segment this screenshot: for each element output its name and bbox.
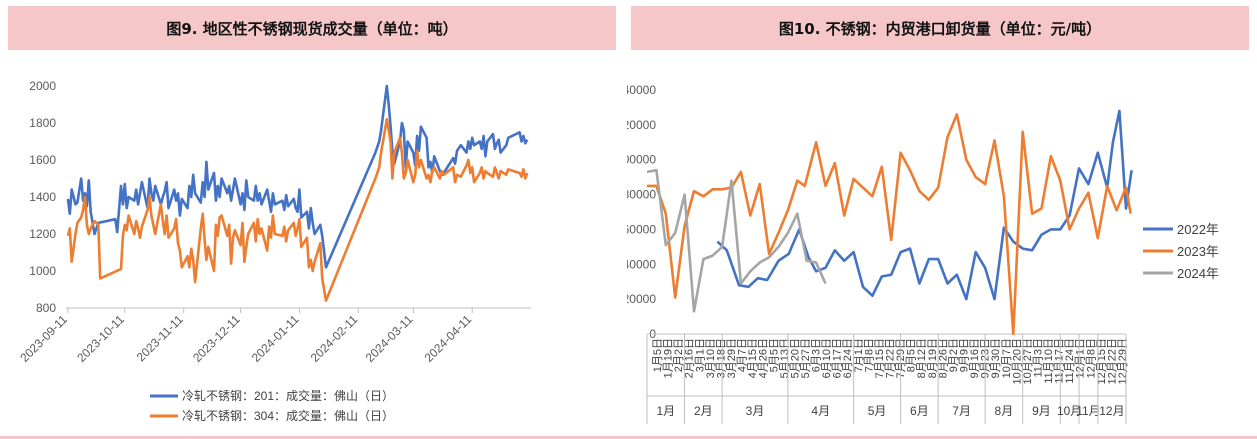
y-tick-label: 100000 bbox=[627, 153, 656, 167]
y-tick-label: 1400 bbox=[29, 190, 56, 204]
x-tick-label: 2023-11-11 bbox=[134, 312, 186, 364]
x-tick-label: 10月7日 bbox=[1001, 338, 1013, 378]
y-tick-label: 140000 bbox=[627, 83, 656, 97]
x-tick-label: 11月24日 bbox=[1064, 338, 1076, 384]
y-tick-label: 1200 bbox=[29, 227, 56, 241]
x-tick-label: 9月9日 bbox=[958, 338, 970, 372]
series-line-201 bbox=[66, 84, 529, 269]
x-tick-label: 7月1日 bbox=[853, 338, 865, 372]
legend-label: 2022年 bbox=[1177, 222, 1219, 237]
y-tick-label: 120000 bbox=[627, 118, 656, 132]
x-tick-label: 5月20日 bbox=[789, 338, 801, 378]
x-tick-label: 5月27日 bbox=[800, 338, 812, 378]
x-tick-label: 2023-10-11 bbox=[74, 312, 127, 365]
x-tick-label: 3月10日 bbox=[705, 338, 717, 378]
x-tick-label: 11月17日 bbox=[1054, 338, 1066, 384]
x-tick-label: 6月10日 bbox=[821, 338, 833, 378]
x-tick-label: 12月29日 bbox=[1117, 338, 1129, 384]
month-label: 2月 bbox=[694, 404, 713, 418]
left-chart-panel: 图9. 地区性不锈钢现货成交量（单位：吨） 800 1000 1200 1400 160… bbox=[0, 0, 620, 439]
y-tick-label: 1800 bbox=[29, 116, 56, 130]
x-tick-label: 10月20日 bbox=[1011, 338, 1023, 384]
right-chart-svg: 0200004000060000800001000001200001400001… bbox=[627, 83, 1219, 424]
y-tick-label: 1000 bbox=[29, 264, 56, 278]
month-label: 11月 bbox=[1076, 404, 1100, 418]
x-tick-label: 4月15日 bbox=[747, 338, 759, 378]
x-tick-label: 12月22日 bbox=[1106, 338, 1118, 384]
x-tick-label: 12月15日 bbox=[1096, 338, 1108, 384]
month-label: 6月 bbox=[910, 404, 929, 418]
x-tick-label: 1月19日 bbox=[663, 338, 675, 378]
legend-label: 冷轧不锈钢：201：成交量：佛山（日） bbox=[182, 388, 394, 403]
x-tick-label: 1月5日 bbox=[652, 338, 664, 372]
month-label: 5月 bbox=[868, 404, 887, 418]
x-tick-label: 11月10日 bbox=[1043, 338, 1055, 384]
legend-label: 冷轧不锈钢：304：成交量：佛山（日） bbox=[182, 408, 394, 423]
bottom-divider bbox=[0, 436, 1257, 439]
x-tick-label: 12月1日 bbox=[1075, 338, 1087, 378]
month-label: 9月 bbox=[1032, 404, 1051, 418]
x-tick-label: 2023-12-11 bbox=[190, 312, 243, 365]
series-line-2022年 bbox=[716, 109, 1133, 301]
right-chart-title: 图10. 不锈钢：内贸港口卸货量（单位：元/吨） bbox=[631, 6, 1249, 50]
x-tick-label: 2月2日 bbox=[673, 338, 685, 372]
x-tick-label: 3月29日 bbox=[726, 338, 738, 378]
x-tick-label: 8月26日 bbox=[937, 338, 949, 378]
y-tick-label: 1600 bbox=[29, 153, 56, 167]
x-tick-label: 2024-04-11 bbox=[422, 312, 475, 365]
x-tick-label: 8月12日 bbox=[916, 338, 928, 378]
series-line-304 bbox=[66, 118, 529, 302]
month-label: 10月 bbox=[1057, 404, 1082, 418]
x-tick-label: 12月8日 bbox=[1085, 338, 1097, 378]
x-tick-label: 8月5日 bbox=[906, 338, 918, 372]
x-tick-label: 2月16日 bbox=[684, 338, 696, 378]
month-label: 1月 bbox=[656, 404, 675, 418]
x-tick-label: 7月15日 bbox=[874, 338, 886, 378]
x-tick-label: 10月27日 bbox=[1022, 338, 1034, 384]
month-label: 7月 bbox=[952, 404, 971, 418]
month-label: 4月 bbox=[811, 404, 830, 418]
y-tick-label: 40000 bbox=[627, 257, 656, 271]
series-line-2024年 bbox=[646, 168, 827, 313]
x-tick-label: 2024-02-11 bbox=[308, 312, 361, 365]
month-label: 12月 bbox=[1099, 404, 1124, 418]
x-tick-label: 11月3日 bbox=[1032, 338, 1044, 378]
y-tick-label: 20000 bbox=[627, 292, 656, 306]
x-tick-label: 6月3日 bbox=[811, 338, 823, 372]
x-tick-label: 6月17日 bbox=[832, 338, 844, 378]
x-tick-label: 6月24日 bbox=[842, 338, 854, 378]
y-tick-label: 60000 bbox=[627, 222, 656, 236]
x-tick-label: 2023-09-11 bbox=[17, 312, 70, 365]
x-tick-label: 4月26日 bbox=[758, 338, 770, 378]
y-tick-label: 80000 bbox=[627, 188, 656, 202]
right-chart-panel: 图10. 不锈钢：内贸港口卸货量（单位：元/吨） 020000400006000… bbox=[627, 0, 1257, 439]
legend-label: 2024年 bbox=[1177, 266, 1219, 281]
x-tick-label: 9月2日 bbox=[948, 338, 960, 372]
y-tick-label: 800 bbox=[36, 301, 56, 315]
month-label: 3月 bbox=[746, 404, 765, 418]
x-tick-label: 2024-03-11 bbox=[363, 312, 416, 365]
x-tick-label: 9月16日 bbox=[969, 338, 981, 378]
x-tick-label: 9月30日 bbox=[990, 338, 1002, 378]
series-line-2023年 bbox=[647, 113, 1132, 336]
x-tick-label: 3月1日 bbox=[694, 338, 706, 372]
x-tick-label: 7月8日 bbox=[863, 338, 875, 372]
x-tick-label: 7月22日 bbox=[885, 338, 897, 378]
x-tick-label: 5月5日 bbox=[768, 338, 780, 372]
left-chart-title: 图9. 地区性不锈钢现货成交量（单位：吨） bbox=[8, 6, 616, 50]
x-tick-label: 4月7日 bbox=[737, 338, 749, 372]
month-label: 8月 bbox=[995, 404, 1014, 418]
x-tick-label: 3月18日 bbox=[715, 338, 727, 378]
x-tick-label: 2024-01-11 bbox=[249, 312, 302, 365]
legend-label: 2023年 bbox=[1177, 244, 1219, 259]
x-tick-label: 8月19日 bbox=[927, 338, 939, 378]
y-tick-label: 2000 bbox=[29, 79, 56, 93]
